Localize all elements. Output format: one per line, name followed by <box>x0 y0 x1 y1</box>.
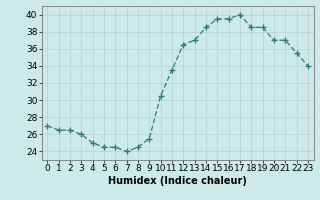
X-axis label: Humidex (Indice chaleur): Humidex (Indice chaleur) <box>108 176 247 186</box>
